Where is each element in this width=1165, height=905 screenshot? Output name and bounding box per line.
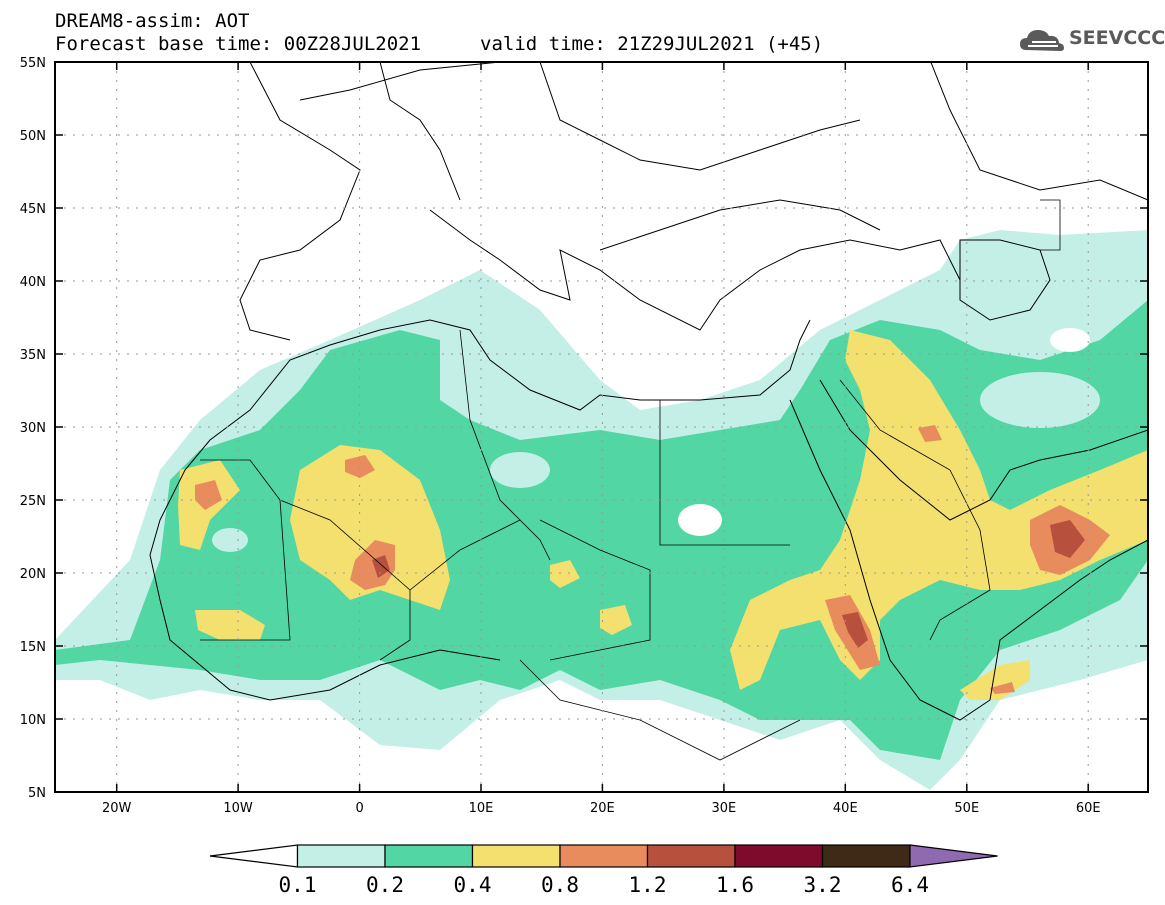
lat-label: 35N — [20, 348, 46, 363]
colorbar-segment — [296, 844, 386, 868]
lon-label: 40E — [833, 801, 858, 816]
lon-label: 10E — [469, 801, 494, 816]
colorbar-label: 6.4 — [891, 873, 929, 897]
lat-label: 55N — [20, 56, 46, 71]
colorbar-label: 0.1 — [279, 873, 317, 897]
colorbar-segment — [559, 844, 649, 868]
lon-label: 10W — [223, 801, 253, 816]
aot-contours — [55, 230, 1148, 790]
lat-label: 30N — [20, 421, 46, 436]
colorbar-label: 3.2 — [804, 873, 842, 897]
colorbar — [209, 844, 998, 868]
colorbar-label: 0.2 — [366, 873, 404, 897]
colorbar-segment — [384, 844, 474, 868]
lat-label: 40N — [20, 275, 46, 290]
colorbar-labels: 0.1 0.2 0.4 0.8 1.2 1.6 3.2 6.4 — [279, 873, 929, 897]
lat-label: 5N — [28, 786, 46, 801]
lat-label: 25N — [20, 494, 46, 509]
lat-label: 45N — [20, 202, 46, 217]
latitude-labels: 55N 50N 45N 40N 35N 30N 25N 20N 15N 10N … — [20, 56, 46, 801]
gridlines — [55, 62, 1148, 792]
lat-label: 50N — [20, 129, 46, 144]
forecast-base-time: Forecast base time: 00Z28JUL2021 — [55, 33, 422, 55]
axis-ticks — [55, 62, 1148, 792]
lat-label: 20N — [20, 567, 46, 582]
country-borders — [200, 199, 1061, 761]
colorbar-label: 1.2 — [629, 873, 667, 897]
colorbar-segment — [646, 844, 736, 868]
colorbar-arrow-right — [909, 844, 998, 868]
aot-band-1.2 — [1050, 520, 1085, 558]
colorbar-label: 0.4 — [454, 873, 492, 897]
colorbar-segment — [734, 844, 824, 868]
logo-text: SEEVCCC — [1069, 27, 1165, 49]
aot-band-0.8 — [345, 455, 375, 478]
colorbar-segment — [821, 844, 911, 868]
lat-label: 15N — [20, 640, 46, 655]
lon-label: 20E — [590, 801, 615, 816]
colorbar-label: 1.6 — [716, 873, 754, 897]
lon-label: 60E — [1076, 801, 1101, 816]
aot-band-0.4 — [290, 445, 450, 610]
colorbar-label: 0.8 — [541, 873, 579, 897]
lon-label: 50E — [954, 801, 979, 816]
map-title: DREAM8-assim: AOT — [55, 10, 250, 32]
cloud-icon — [1020, 30, 1064, 51]
lon-label: 0 — [355, 801, 363, 816]
lon-label: 30E — [712, 801, 737, 816]
coastlines — [149, 62, 1148, 721]
colorbar-arrow-left — [209, 844, 299, 868]
lat-label: 10N — [20, 713, 46, 728]
lon-label: 20W — [102, 801, 132, 816]
longitude-labels: 20W 10W 0 10E 20E 30E 40E 50E 60E — [102, 801, 1101, 816]
colorbar-segment — [471, 844, 561, 868]
valid-time: valid time: 21Z29JUL2021 (+45) — [480, 33, 824, 55]
